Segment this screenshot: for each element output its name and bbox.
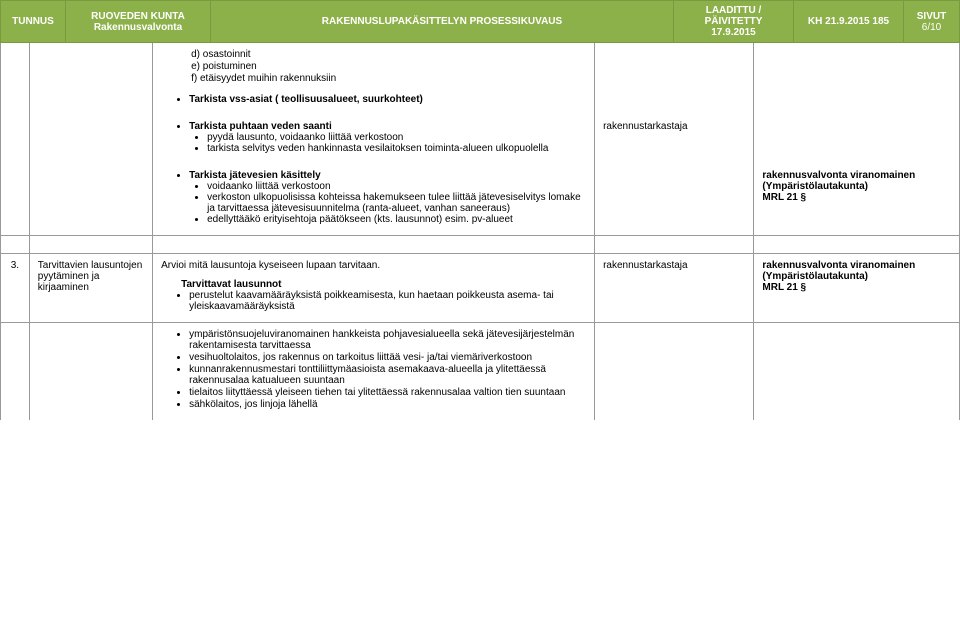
vss-title: Tarkista vss-asiat ( teollisuusalueet, s… bbox=[189, 94, 586, 105]
jate-title: Tarkista jätevesien käsittely bbox=[189, 170, 321, 181]
cell-owner bbox=[595, 43, 754, 115]
owner-text: rakennustarkastaja bbox=[603, 260, 688, 271]
ref-line1: rakennusvalvonta viranomainen bbox=[762, 260, 951, 271]
sub-bullet-list: pyydä lausunto, voidaanko liittää verkos… bbox=[189, 132, 586, 154]
header-sivut-line2: 6/10 bbox=[910, 22, 953, 33]
header-kunta-line2: Rakennusvalvonta bbox=[72, 22, 204, 33]
cell-desc: Tarkista puhtaan veden saanti pyydä laus… bbox=[153, 115, 595, 164]
list-item: e) poistuminen bbox=[191, 61, 586, 72]
list-item: perustelut kaavamääräyksistä poikkeamise… bbox=[189, 290, 586, 312]
ref-line2: (Ympäristölautakunta) bbox=[762, 271, 951, 282]
cell-ref bbox=[754, 115, 960, 164]
list-item: tarkista selvitys veden hankinnasta vesi… bbox=[207, 143, 586, 154]
header-bar: TUNNUS RUOVEDEN KUNTA Rakennusvalvonta R… bbox=[0, 0, 960, 43]
ref-line3: MRL 21 § bbox=[762, 192, 951, 203]
header-title: RAKENNUSLUPAKÄSITTELYN PROSESSIKUVAUS bbox=[211, 1, 674, 42]
step-number: 3. bbox=[11, 260, 19, 271]
puhtaan-title: Tarkista puhtaan veden saanti bbox=[189, 121, 332, 132]
header-laadittu-line2: 17.9.2015 bbox=[680, 27, 787, 38]
cell-num bbox=[1, 164, 30, 236]
list-item: verkoston ulkopuolisissa kohteissa hakem… bbox=[207, 192, 586, 214]
bullet-list: ympäristönsuojeluviranomainen hankkeista… bbox=[161, 329, 586, 410]
table-row-spacer bbox=[1, 236, 960, 254]
header-laadittu: LAADITTU / PÄIVITETTY 17.9.2015 bbox=[674, 1, 794, 42]
list-item: sähkölaitos, jos linjoja lähellä bbox=[189, 399, 586, 410]
owner-text: rakennustarkastaja bbox=[603, 121, 688, 132]
bullet-list: Tarkista vss-asiat ( teollisuusalueet, s… bbox=[161, 94, 586, 105]
tarv-title: Tarvittavat lausunnot bbox=[181, 279, 586, 290]
list-item: ympäristönsuojeluviranomainen hankkeista… bbox=[189, 329, 586, 351]
list-item: d) osastoinnit bbox=[191, 49, 586, 60]
cell-step bbox=[29, 43, 152, 115]
table-row: Tarkista puhtaan veden saanti pyydä laus… bbox=[1, 115, 960, 164]
header-kh: KH 21.9.2015 185 bbox=[794, 1, 904, 42]
cell-step: Tarvittavien lausuntojen pyytäminen ja k… bbox=[29, 254, 152, 323]
cell-desc: ympäristönsuojeluviranomainen hankkeista… bbox=[153, 323, 595, 421]
list-item: edellyttääkö erityisehtoja päätökseen (k… bbox=[207, 214, 586, 225]
step-title: Tarvittavien lausuntojen pyytäminen ja k… bbox=[38, 260, 143, 293]
cell-desc bbox=[153, 236, 595, 254]
bullet-list: Tarkista puhtaan veden saanti pyydä laus… bbox=[161, 121, 586, 154]
header-sivut-line1: SIVUT bbox=[910, 11, 953, 22]
header-tunnus: TUNNUS bbox=[1, 1, 66, 42]
cell-desc: Arvioi mitä lausuntoja kyseiseen lupaan … bbox=[153, 254, 595, 323]
header-kunta: RUOVEDEN KUNTA Rakennusvalvonta bbox=[66, 1, 211, 42]
ref-line3: MRL 21 § bbox=[762, 282, 951, 293]
sub-bullet-list: voidaanko liittää verkostoon verkoston u… bbox=[189, 181, 586, 225]
ref-line2: (Ympäristölautakunta) bbox=[762, 181, 951, 192]
header-sivut: SIVUT 6/10 bbox=[904, 1, 959, 42]
process-table: d) osastoinnit e) poistuminen f) etäisyy… bbox=[0, 43, 960, 420]
table-row: Tarkista jätevesien käsittely voidaanko … bbox=[1, 164, 960, 236]
cell-ref: rakennusvalvonta viranomainen (Ympäristö… bbox=[754, 254, 960, 323]
bullet-list: Tarkista jätevesien käsittely voidaanko … bbox=[161, 170, 586, 225]
cell-owner bbox=[595, 236, 754, 254]
cell-owner: rakennustarkastaja bbox=[595, 254, 754, 323]
cell-step bbox=[29, 164, 152, 236]
header-kunta-line1: RUOVEDEN KUNTA bbox=[72, 11, 204, 22]
cell-step bbox=[29, 236, 152, 254]
list-item: vesihuoltolaitos, jos rakennus on tarkoi… bbox=[189, 352, 586, 363]
cell-num bbox=[1, 43, 30, 115]
cell-ref bbox=[754, 236, 960, 254]
table-row: ympäristönsuojeluviranomainen hankkeista… bbox=[1, 323, 960, 421]
letter-list: d) osastoinnit e) poistuminen f) etäisyy… bbox=[161, 49, 586, 84]
bullet-list: perustelut kaavamääräyksistä poikkeamise… bbox=[161, 290, 586, 312]
cell-desc: d) osastoinnit e) poistuminen f) etäisyy… bbox=[153, 43, 595, 115]
table-row: 3. Tarvittavien lausuntojen pyytäminen j… bbox=[1, 254, 960, 323]
cell-owner bbox=[595, 164, 754, 236]
cell-ref: rakennusvalvonta viranomainen (Ympäristö… bbox=[754, 164, 960, 236]
cell-step bbox=[29, 115, 152, 164]
list-item: voidaanko liittää verkostoon bbox=[207, 181, 586, 192]
arvo-text: Arvioi mitä lausuntoja kyseiseen lupaan … bbox=[161, 260, 586, 271]
cell-step bbox=[29, 323, 152, 421]
cell-num: 3. bbox=[1, 254, 30, 323]
cell-ref bbox=[754, 43, 960, 115]
ref-line1: rakennusvalvonta viranomainen bbox=[762, 170, 951, 181]
list-item: f) etäisyydet muihin rakennuksiin bbox=[191, 73, 586, 84]
list-item: kunnanrakennusmestari tonttiliittymäasio… bbox=[189, 364, 586, 386]
header-kh-text: KH 21.9.2015 185 bbox=[800, 16, 897, 27]
table-row: d) osastoinnit e) poistuminen f) etäisyy… bbox=[1, 43, 960, 115]
cell-owner bbox=[595, 323, 754, 421]
cell-desc: Tarkista jätevesien käsittely voidaanko … bbox=[153, 164, 595, 236]
list-item: pyydä lausunto, voidaanko liittää verkos… bbox=[207, 132, 586, 143]
header-title-text: RAKENNUSLUPAKÄSITTELYN PROSESSIKUVAUS bbox=[217, 16, 667, 27]
cell-owner: rakennustarkastaja bbox=[595, 115, 754, 164]
header-laadittu-line1: LAADITTU / PÄIVITETTY bbox=[680, 5, 787, 27]
cell-num bbox=[1, 115, 30, 164]
cell-num bbox=[1, 323, 30, 421]
list-item: tielaitos liityttäessä yleiseen tiehen t… bbox=[189, 387, 586, 398]
header-tunnus-label: TUNNUS bbox=[7, 16, 59, 27]
cell-ref bbox=[754, 323, 960, 421]
cell-num bbox=[1, 236, 30, 254]
